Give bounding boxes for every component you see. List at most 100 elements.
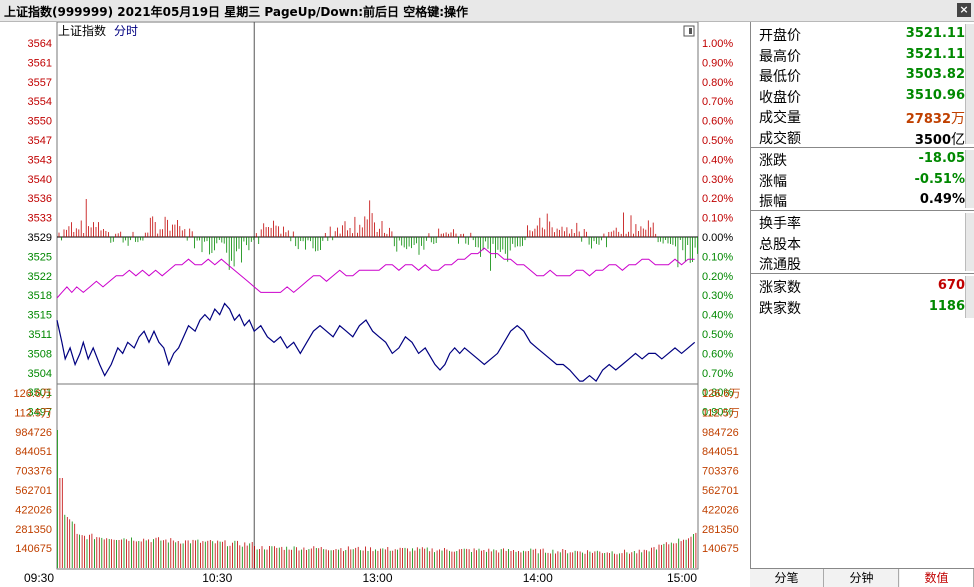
volume-bar <box>451 551 453 568</box>
volume-bar <box>340 548 342 568</box>
intraday-chart[interactable]: 3564 3561 3557 3554 3550 3547 3543 3540 3536 3533… <box>0 22 750 587</box>
flow-bar <box>297 237 299 250</box>
volume-bar <box>453 551 455 568</box>
volume-bar <box>518 551 519 568</box>
flow-bar <box>381 221 383 237</box>
quote-row-rows_a-5: 成交额 3500亿 <box>751 127 967 148</box>
pct-tick-label: 0.10% <box>702 251 733 263</box>
pct-tick-label: 0.40% <box>702 310 733 322</box>
flow-bar <box>332 237 334 241</box>
flow-bar <box>117 233 119 237</box>
volume-tick-label: 281350 <box>15 524 52 536</box>
tab-0[interactable]: 分笔 <box>750 569 824 587</box>
volume-bar <box>673 543 675 568</box>
flow-bar <box>105 231 107 237</box>
panel-scrollbar[interactable] <box>965 276 974 318</box>
volume-bar <box>165 539 167 568</box>
panel-scrollbar[interactable] <box>965 24 974 144</box>
volume-tick-label: 562701 <box>702 485 739 497</box>
volume-bar <box>675 543 677 568</box>
volume-bar <box>328 550 329 568</box>
tab-1[interactable]: 分钟 <box>825 569 899 587</box>
flow-bar <box>120 231 122 237</box>
flow-bar <box>130 237 131 241</box>
flow-bar <box>58 232 60 237</box>
price-tick-label: 3557 <box>28 77 52 89</box>
volume-bar <box>81 535 83 568</box>
flow-bar <box>657 237 659 243</box>
volume-bar <box>559 552 561 568</box>
close-icon[interactable]: × <box>957 3 971 17</box>
price-tick-label: 3543 <box>28 154 52 166</box>
volume-bar <box>283 549 285 568</box>
volume-bar <box>468 549 470 568</box>
volume-bar <box>594 551 596 568</box>
volume-bar <box>473 548 475 568</box>
flow-bar <box>613 230 615 237</box>
tab-2[interactable]: 数值 <box>900 569 974 587</box>
time-tick-label: 13:00 <box>362 571 392 585</box>
pct-tick-label: 0.10% <box>702 213 733 225</box>
pct-tick-label: 0.60% <box>702 116 733 128</box>
volume-bar <box>357 546 359 568</box>
volume-bar <box>582 552 583 568</box>
flow-bar <box>667 237 669 244</box>
flow-bar <box>421 237 422 246</box>
flow-bar <box>268 227 269 237</box>
flow-bar <box>677 237 679 268</box>
volume-bar <box>471 552 472 568</box>
panel-scrollbar[interactable] <box>965 150 974 208</box>
flow-bar <box>608 232 610 237</box>
quote-value: 0.49% <box>920 192 965 207</box>
panel-scrollbar[interactable] <box>965 213 974 271</box>
volume-bar <box>301 549 302 568</box>
chart-toggle-icon[interactable] <box>683 25 695 37</box>
flow-bar <box>349 228 351 237</box>
volume-bar <box>308 549 310 568</box>
flow-bar <box>480 237 481 257</box>
volume-bar <box>424 548 426 568</box>
quote-row-rows_b-1: 涨幅 -0.51% <box>751 170 967 190</box>
flow-bar <box>529 230 531 237</box>
flow-bar <box>186 237 188 241</box>
flow-bar <box>551 227 553 237</box>
flow-bar <box>157 233 159 237</box>
volume-bar <box>214 543 216 568</box>
flow-bar <box>366 219 368 237</box>
volume-bar <box>192 539 194 568</box>
flow-bar <box>453 229 454 237</box>
volume-bar <box>313 546 315 568</box>
volume-bar <box>685 539 687 568</box>
flow-bar <box>216 237 218 244</box>
volume-bar <box>96 537 98 568</box>
volume-tick-label: 126.6万 <box>702 388 741 400</box>
volume-bar <box>185 540 186 568</box>
flow-bar <box>556 228 558 237</box>
volume-bar <box>407 548 408 568</box>
flow-bar <box>596 237 597 244</box>
quote-value: 1186 <box>929 299 965 314</box>
flow-bar <box>90 227 92 237</box>
volume-bar <box>619 553 620 568</box>
volume-bar <box>207 540 209 568</box>
panel-divider <box>751 147 974 148</box>
quote-row-rows_a-1: 最高价 3521.11 <box>751 45 967 65</box>
volume-bar <box>589 551 591 568</box>
volume-bar <box>419 548 421 568</box>
flow-bar <box>440 233 442 237</box>
flow-bar <box>287 230 289 237</box>
volume-bar <box>360 550 361 568</box>
flow-bar <box>416 237 417 244</box>
flow-bar <box>487 237 489 249</box>
volume-bar <box>355 547 357 568</box>
flow-bar <box>184 229 186 237</box>
flow-bar <box>512 237 514 244</box>
flow-bar <box>465 237 467 244</box>
volume-bar <box>567 553 569 568</box>
flow-bar <box>154 222 156 237</box>
volume-bar <box>323 549 325 568</box>
volume-bar <box>281 546 283 568</box>
volume-bar <box>399 547 401 568</box>
quote-value-number: 670 <box>937 278 965 293</box>
volume-bar <box>458 549 460 568</box>
